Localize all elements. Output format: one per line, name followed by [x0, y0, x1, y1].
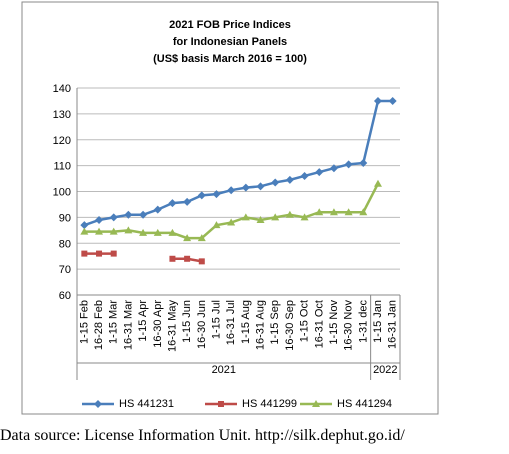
marker: [183, 197, 192, 206]
y-tick-label: 70: [59, 264, 71, 276]
x-tick-label: 1-15 Jun: [181, 300, 193, 343]
marker: [168, 199, 177, 208]
marker: [373, 96, 382, 105]
marker: [359, 208, 368, 216]
marker: [212, 221, 221, 229]
marker: [95, 227, 104, 235]
y-tick-label: 80: [59, 238, 71, 250]
marker: [109, 227, 118, 235]
marker: [227, 218, 236, 226]
legend-label: HS 441294: [337, 398, 392, 410]
x-tick-label: 16-31 Aug: [255, 300, 267, 350]
marker: [183, 234, 192, 242]
x-tick-label: 1-15 Jul: [210, 300, 222, 339]
marker: [315, 168, 324, 177]
marker: [373, 179, 382, 187]
marker: [300, 171, 309, 180]
x-tick-label: 16-30 Apr: [152, 300, 164, 348]
marker: [124, 226, 133, 234]
marker: [300, 213, 309, 221]
y-tick-label: 130: [53, 109, 71, 121]
marker: [315, 208, 324, 216]
marker: [109, 213, 118, 222]
x-tick-label: 16-31 Jan: [387, 300, 399, 349]
x-tick-label: 1-15 Mar: [108, 300, 120, 344]
marker: [241, 183, 250, 192]
marker: [168, 228, 177, 236]
marker: [139, 210, 148, 219]
x-tick-label: 16-30 Sep: [284, 300, 296, 351]
marker: [153, 205, 162, 214]
marker: [271, 213, 280, 221]
marker: [197, 234, 206, 242]
x-tick-label: 16-31 Mar: [122, 300, 134, 350]
x-tick-label: 16-31 May: [166, 300, 178, 352]
y-tick-label: 120: [53, 135, 71, 147]
legend-label: HS 441231: [119, 398, 174, 410]
marker: [312, 400, 320, 407]
y-tick-label: 140: [53, 83, 71, 95]
x-group-label: 2021: [212, 364, 236, 376]
x-tick-label: 1-15 Nov: [328, 300, 340, 345]
marker: [256, 215, 265, 223]
marker: [388, 96, 397, 105]
x-tick-label: 1-15 Sep: [269, 300, 281, 345]
marker: [344, 160, 353, 169]
x-tick-label: 16-30 Nov: [343, 300, 355, 351]
legend-label: HS 441299: [242, 398, 297, 410]
marker: [197, 191, 206, 200]
marker: [256, 182, 265, 191]
marker: [344, 208, 353, 216]
chart-title: 2021 FOB Price Indices: [169, 19, 291, 31]
y-tick-label: 60: [59, 290, 71, 302]
y-tick-label: 100: [53, 187, 71, 199]
marker: [218, 401, 224, 407]
x-tick-label: 1-15 Aug: [240, 300, 252, 344]
marker: [95, 215, 104, 224]
marker: [285, 210, 294, 218]
marker: [227, 186, 236, 195]
marker: [241, 213, 250, 221]
x-tick-label: 1-15 Feb: [78, 300, 90, 344]
marker: [81, 250, 88, 257]
marker: [139, 228, 148, 236]
x-tick-label: 1-15 Apr: [137, 300, 149, 342]
chart-frame: [21, 1, 439, 415]
x-tick-label: 1-15 Oct: [299, 300, 311, 342]
y-tick-label: 90: [59, 212, 71, 224]
marker: [329, 164, 338, 173]
marker: [96, 250, 103, 257]
marker: [198, 258, 205, 265]
chart-title: (US$ basis March 2016 = 100): [153, 53, 307, 65]
series-line: [83, 99, 393, 227]
marker: [124, 210, 133, 219]
x-tick-label: 16-31 Jul: [225, 300, 237, 345]
marker: [110, 250, 117, 257]
y-tick-label: 110: [53, 161, 71, 173]
marker: [80, 221, 89, 230]
marker: [329, 208, 338, 216]
x-tick-label: 16-28 Feb: [93, 300, 105, 350]
marker: [359, 159, 368, 168]
x-tick-label: 16-31 Oct: [313, 300, 325, 348]
marker: [80, 227, 89, 235]
marker: [285, 175, 294, 184]
marker: [94, 400, 102, 408]
marker: [153, 228, 162, 236]
x-tick-label: 1-31 dec: [357, 300, 369, 343]
chart-title: for Indonesian Panels: [173, 36, 287, 48]
x-tick-label: 1-15 Jan: [372, 300, 384, 343]
marker: [212, 190, 221, 199]
x-tick-label: 16-30 Jun: [196, 300, 208, 349]
marker: [184, 255, 191, 262]
x-group-label: 2022: [373, 364, 397, 376]
marker: [271, 178, 280, 187]
marker: [169, 255, 176, 262]
caption: Data source: License Information Unit. h…: [0, 427, 405, 444]
